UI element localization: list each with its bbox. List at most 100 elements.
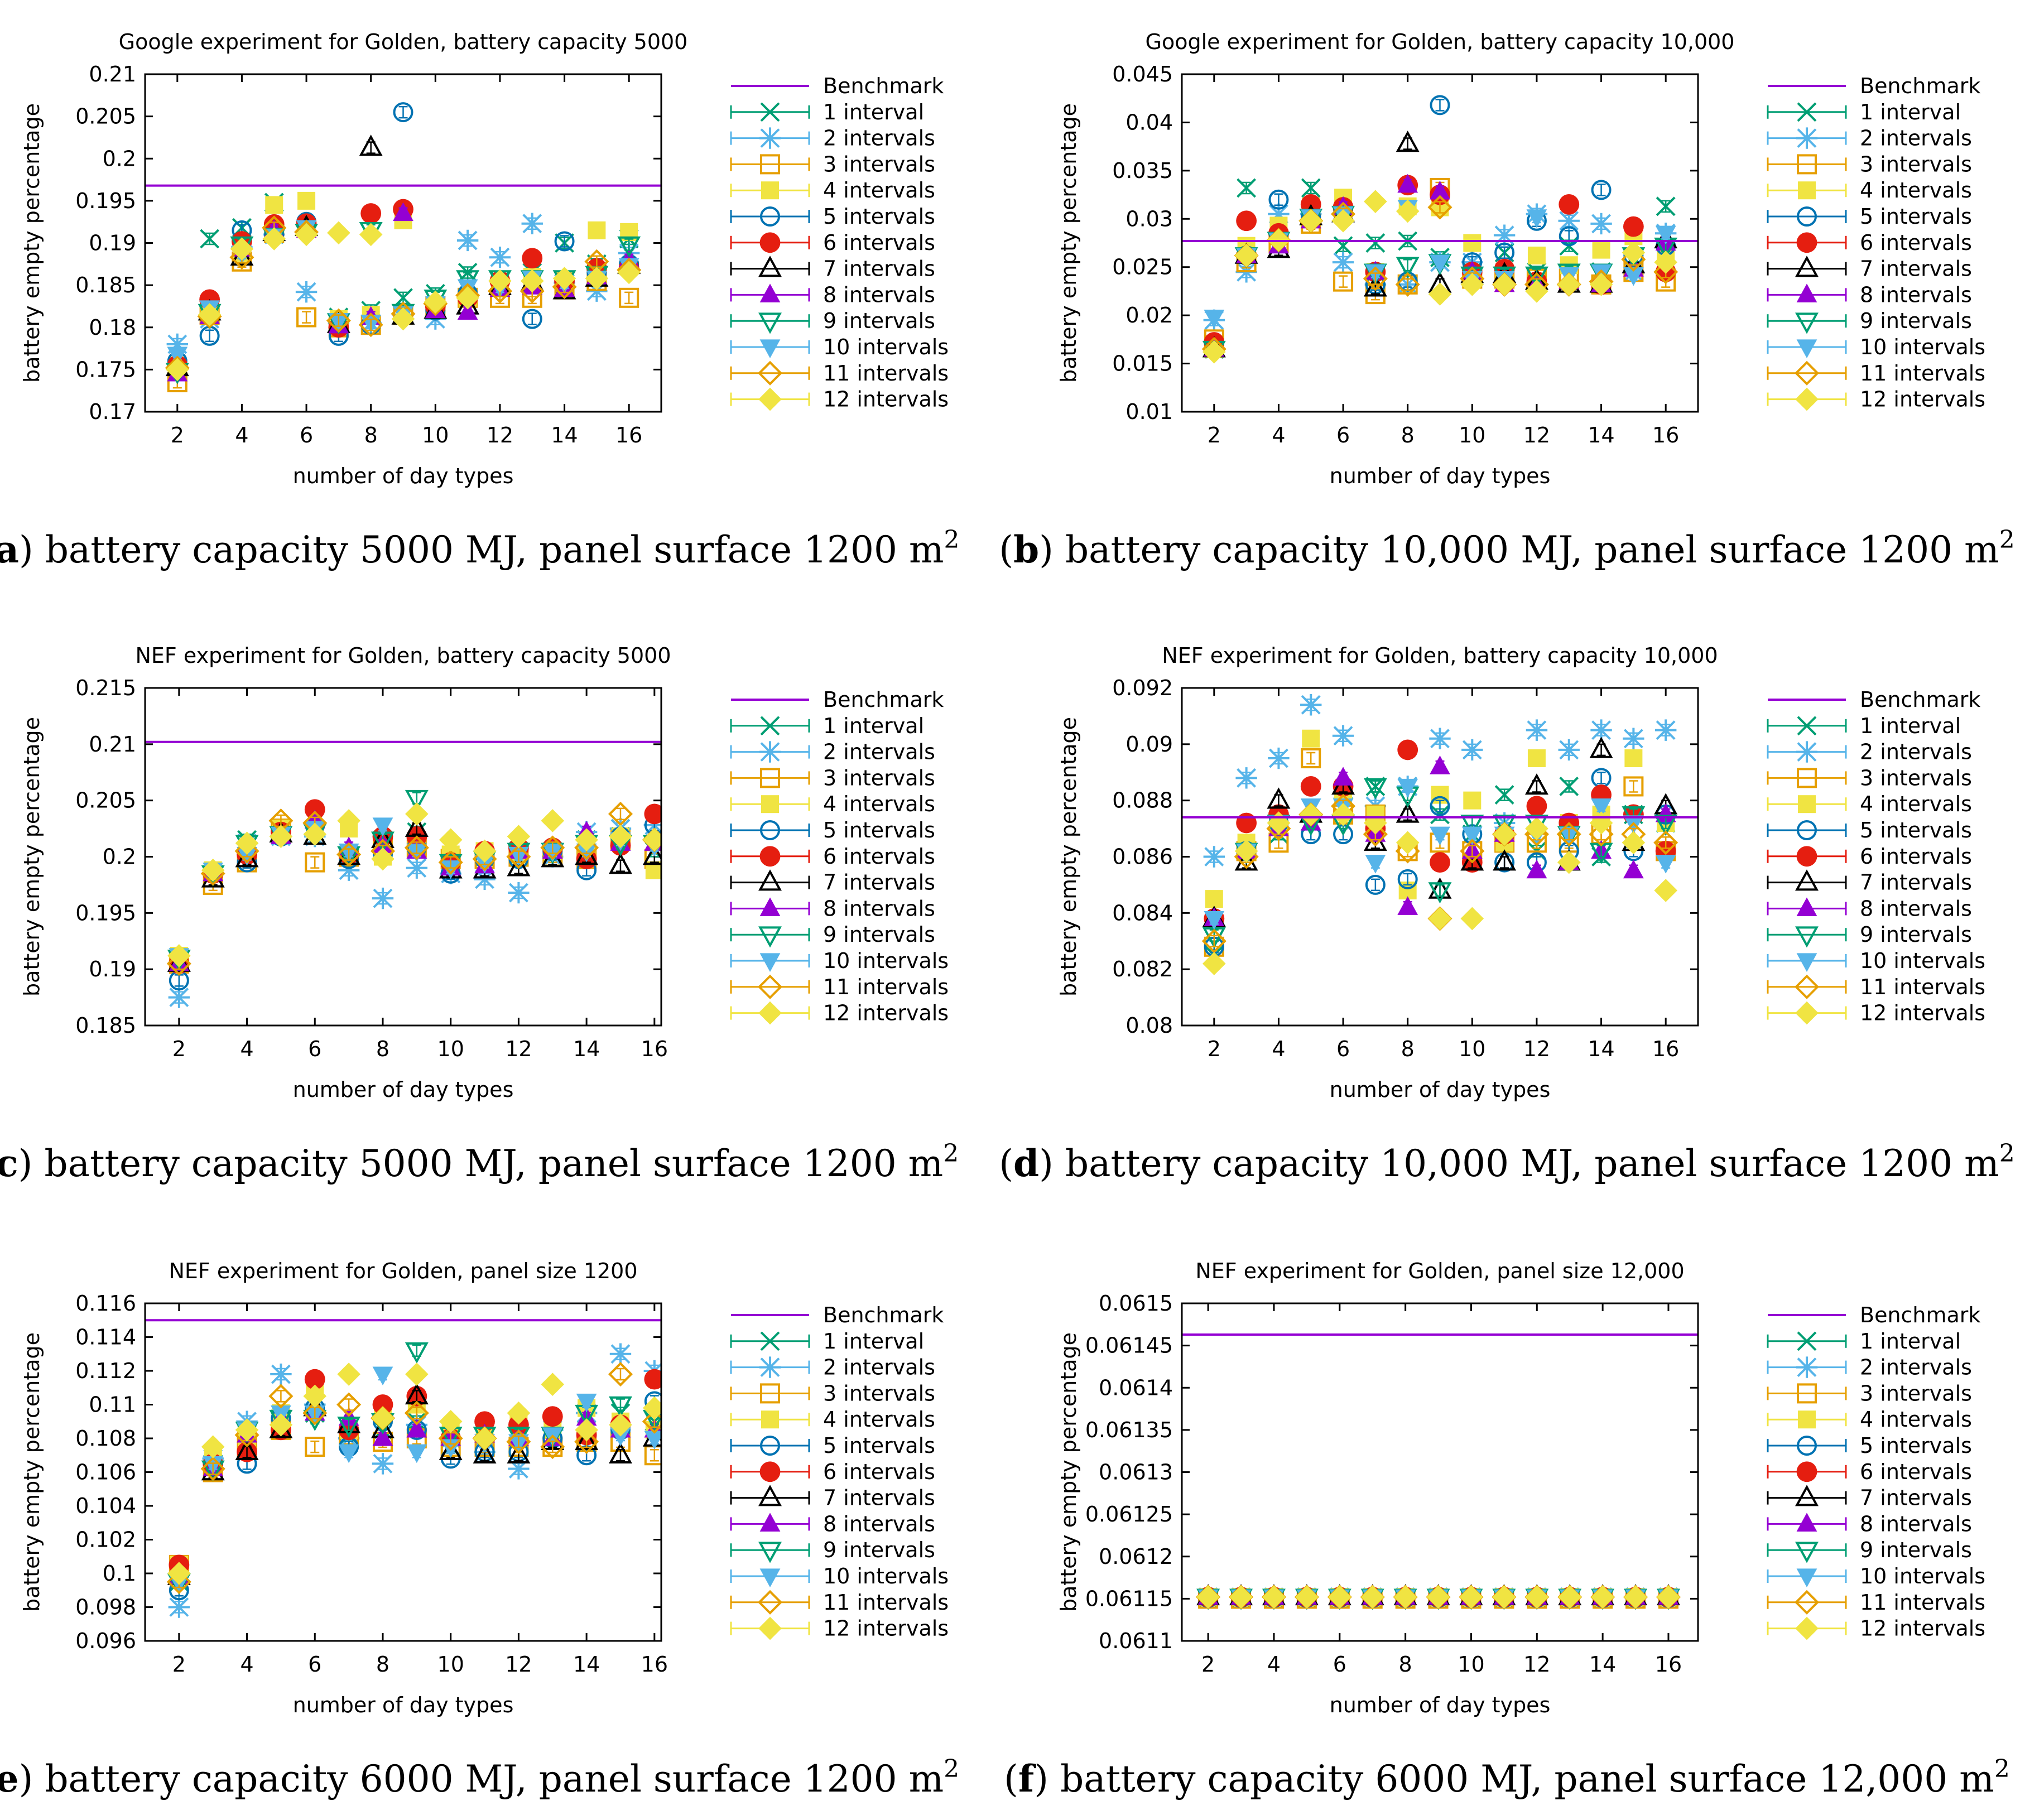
legend-label: 3 intervals <box>823 765 935 790</box>
data-point <box>1461 739 1483 761</box>
caption-paren: ) <box>1039 1142 1065 1185</box>
legend-label: Benchmark <box>1860 1303 1980 1327</box>
data-point <box>520 269 544 293</box>
plot-frame <box>144 687 662 1027</box>
y-tick-label: 0.195 <box>75 189 136 213</box>
data-point <box>1526 796 1547 817</box>
x-tick-label: 4 <box>1272 423 1285 447</box>
open-triangle-icon <box>473 1442 497 1464</box>
chart-panel-d: NEF experiment for Golden, battery capac… <box>999 643 2014 1185</box>
legend-item: 8 intervals <box>730 896 935 921</box>
open-triangle-icon <box>642 844 661 865</box>
legend-label: 4 intervals <box>823 178 935 203</box>
legend-label: 11 intervals <box>823 1590 949 1615</box>
x-tick-label: 6 <box>308 1652 321 1677</box>
open-down-triangle-icon <box>1460 815 1484 836</box>
x-axis-label: number of day types <box>293 464 514 488</box>
caption-superscript: 2 <box>1999 526 2015 554</box>
legend-item: 6 intervals <box>1767 844 1972 869</box>
error-bar <box>1339 275 1348 288</box>
filled-square-icon <box>1463 791 1482 810</box>
legend-item: 5 intervals <box>1767 1433 1972 1458</box>
y-tick-label: 0.084 <box>1112 901 1173 925</box>
chart-title: Google experiment for Golden, battery ca… <box>1146 30 1735 54</box>
y-tick-label: 0.0615 <box>1099 1291 1173 1316</box>
data-points <box>165 102 642 393</box>
filled-diamond-icon <box>201 1435 225 1458</box>
data-point <box>1492 1585 1516 1609</box>
data-point <box>168 986 190 1008</box>
open-triangle-icon <box>1396 131 1420 152</box>
panel-caption: (d) battery capacity 10,000 MJ, panel su… <box>999 1139 2014 1185</box>
open-down-triangle-icon <box>405 789 429 811</box>
legend-item: 3 intervals <box>1767 152 1972 176</box>
data-point <box>1237 178 1257 198</box>
data-point <box>1527 749 1546 768</box>
asterisk-icon <box>1796 1356 1818 1378</box>
filled-triangle-icon <box>1430 755 1450 774</box>
data-point <box>1494 785 1514 805</box>
x-tick-label: 8 <box>376 1037 389 1061</box>
data-point <box>338 1444 359 1463</box>
y-tick-label: 0.0612 <box>1099 1544 1173 1569</box>
error-bar <box>1435 99 1445 112</box>
y-tick-label: 0.106 <box>75 1460 136 1485</box>
data-point <box>506 1429 531 1455</box>
chart-title: NEF experiment for Golden, panel size 12… <box>169 1259 637 1283</box>
data-point <box>1657 1585 1680 1609</box>
data-point <box>1203 340 1226 364</box>
open-down-triangle-icon <box>758 1542 782 1563</box>
filled-triangle-icon <box>1623 859 1644 879</box>
filled-diamond-icon <box>473 839 497 863</box>
filled-diamond-icon <box>359 223 383 247</box>
data-point <box>643 828 661 852</box>
filled-down-triangle-icon <box>1365 854 1386 874</box>
x-icon <box>1494 785 1514 805</box>
open-diamond-icon <box>1556 822 1581 847</box>
open-triangle-icon <box>1396 801 1420 823</box>
data-point <box>1430 796 1450 816</box>
x-tick-label: 14 <box>573 1652 600 1677</box>
legend-label: 5 intervals <box>1860 1433 1972 1458</box>
y-tick-label: 0.1 <box>103 1561 136 1586</box>
legend-item: Benchmark <box>1768 687 1980 712</box>
open-diamond-icon <box>487 278 512 304</box>
filled-diamond-icon <box>609 1413 632 1437</box>
x-tick-label: 2 <box>1208 423 1221 447</box>
data-point <box>200 1456 225 1481</box>
filled-circle-icon <box>1300 776 1321 797</box>
x-tick-label: 4 <box>235 423 248 447</box>
filled-circle-icon <box>1430 852 1450 873</box>
legend-item: 4 intervals <box>730 178 935 203</box>
filled-diamond-icon <box>405 1362 429 1386</box>
filled-diamond-icon <box>758 387 782 411</box>
open-square-icon <box>1797 154 1817 175</box>
y-tick-label: 0.2 <box>103 146 136 171</box>
legend-item: 2 intervals <box>730 1355 935 1380</box>
legend-label: 6 intervals <box>823 844 935 869</box>
data-point <box>1558 739 1580 761</box>
filled-circle-icon <box>1397 739 1418 760</box>
filled-diamond-icon <box>371 1406 395 1430</box>
filled-triangle-icon <box>1796 283 1817 302</box>
data-point <box>1591 1585 1614 1609</box>
filled-triangle-icon <box>1397 896 1418 915</box>
legend-label: 6 intervals <box>823 230 935 255</box>
filled-diamond-icon <box>303 1384 327 1408</box>
filled-down-triangle-icon <box>610 1427 631 1446</box>
data-point <box>588 221 606 239</box>
data-point <box>575 1418 598 1442</box>
error-bar <box>1370 272 1380 285</box>
y-tick-label: 0.09 <box>1125 732 1173 757</box>
error-bar <box>398 105 408 119</box>
legend-item: 7 intervals <box>1767 1485 1972 1510</box>
open-circle-icon <box>1797 206 1817 227</box>
data-point <box>439 828 463 852</box>
filled-diamond-icon <box>201 858 225 882</box>
filled-diamond-icon <box>1364 190 1387 213</box>
filled-triangle-icon <box>406 1418 427 1438</box>
error-bar <box>310 1440 320 1453</box>
data-point <box>1428 907 1452 931</box>
filled-diamond-icon <box>1589 273 1613 296</box>
